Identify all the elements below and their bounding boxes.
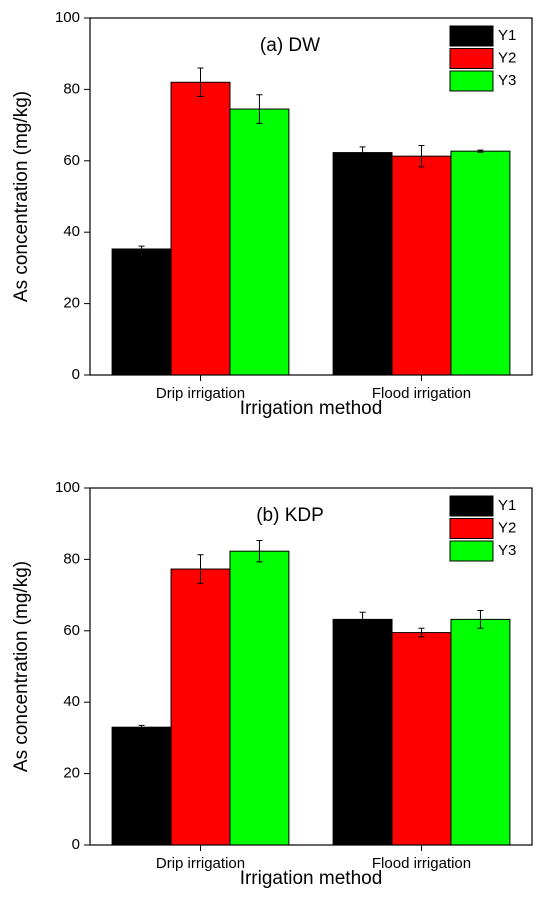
bar <box>170 81 231 376</box>
error-bar <box>418 144 425 168</box>
legend-swatch <box>449 48 494 69</box>
y-tick-label: 80 <box>63 80 80 97</box>
bar <box>332 618 393 846</box>
error-bar <box>138 245 145 253</box>
legend-label: Y1 <box>498 27 516 44</box>
error-bar <box>138 724 145 730</box>
x-tick-label: Flood irrigation <box>372 385 471 402</box>
y-tick-label: 100 <box>55 9 80 26</box>
x-axis-label: Irrigation method <box>240 868 383 889</box>
error-bar <box>359 611 366 628</box>
bar <box>229 550 290 846</box>
bar <box>391 632 452 846</box>
chart-title: (b) KDP <box>256 505 324 526</box>
x-tick-label: Drip irrigation <box>156 855 245 872</box>
y-tick-label: 0 <box>72 366 80 383</box>
legend-swatch <box>449 540 494 562</box>
legend-label: Y1 <box>498 497 516 514</box>
legend-swatch <box>449 25 494 47</box>
y-tick-label: 0 <box>72 836 80 853</box>
y-tick-label: 60 <box>63 622 80 639</box>
bar <box>450 618 511 846</box>
legend-label: Y3 <box>498 72 516 89</box>
x-tick-label: Flood irrigation <box>372 855 471 872</box>
bar <box>391 155 452 376</box>
y-tick-label: 80 <box>63 550 80 567</box>
bar <box>332 152 393 376</box>
error-bar <box>197 554 204 584</box>
legend-label: Y2 <box>498 49 516 66</box>
legend-swatch <box>449 518 494 539</box>
bar <box>111 726 172 846</box>
y-tick-label: 20 <box>63 295 80 312</box>
legend-label: Y2 <box>498 519 516 536</box>
error-bar <box>477 149 484 153</box>
error-bar <box>359 146 366 159</box>
y-tick-label: 40 <box>63 223 80 240</box>
chart-title: (a) DW <box>260 35 320 56</box>
y-axis-label: As concentration (mg/kg) <box>11 561 32 772</box>
plot-frame <box>89 487 533 846</box>
bar <box>229 108 290 376</box>
y-tick-label: 60 <box>63 152 80 169</box>
legend-swatch <box>449 70 494 92</box>
y-tick-label: 100 <box>55 479 80 496</box>
x-tick-label: Drip irrigation <box>156 385 245 402</box>
bar <box>111 248 172 376</box>
error-bar <box>477 609 484 629</box>
y-axis-label: As concentration (mg/kg) <box>11 91 32 302</box>
x-axis-label: Irrigation method <box>240 398 383 419</box>
y-tick-label: 20 <box>63 765 80 782</box>
error-bar <box>197 67 204 98</box>
error-bar <box>256 94 263 124</box>
legend-swatch <box>449 495 494 517</box>
bar <box>170 568 231 846</box>
bar <box>450 150 511 376</box>
y-tick-label: 40 <box>63 693 80 710</box>
plot-frame <box>89 17 533 376</box>
error-bar <box>418 627 425 638</box>
legend-label: Y3 <box>498 542 516 559</box>
error-bar <box>256 539 263 563</box>
